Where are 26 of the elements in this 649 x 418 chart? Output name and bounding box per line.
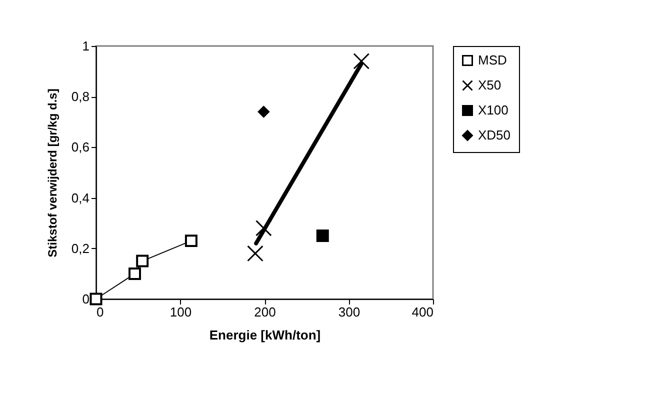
point — [258, 106, 270, 118]
y-tick-label: 0 — [82, 292, 90, 306]
point — [90, 292, 102, 306]
point — [255, 220, 272, 236]
x-tick-label: 300 — [338, 304, 360, 320]
y-axis-title: Stikstof verwijderd [gr/kg d.s] — [45, 88, 60, 258]
point — [128, 267, 141, 280]
x-tick-label: 0 — [96, 304, 104, 320]
point — [353, 53, 370, 70]
legend-label: X50 — [478, 78, 502, 92]
legend-label: MSD — [478, 52, 507, 68]
y-tick-label: 0,4 — [71, 190, 90, 206]
point — [316, 230, 329, 242]
x-axis-title: Energie [kWh/ton] — [209, 328, 321, 342]
x-tick-label: 200 — [254, 304, 276, 320]
legend-label: XD50 — [478, 128, 511, 142]
y-tick-label: 0,2 — [71, 240, 90, 256]
y-tick-label: 0,8 — [71, 89, 90, 104]
legend-label: X100 — [478, 102, 508, 118]
x-tick-label: 400 — [412, 304, 434, 320]
y-tick-label: 1 — [82, 38, 90, 54]
x-tick-label: 100 — [170, 304, 192, 320]
point — [247, 245, 264, 262]
point — [184, 234, 198, 248]
point — [136, 254, 149, 268]
y-tick-label: 0,6 — [71, 140, 90, 155]
